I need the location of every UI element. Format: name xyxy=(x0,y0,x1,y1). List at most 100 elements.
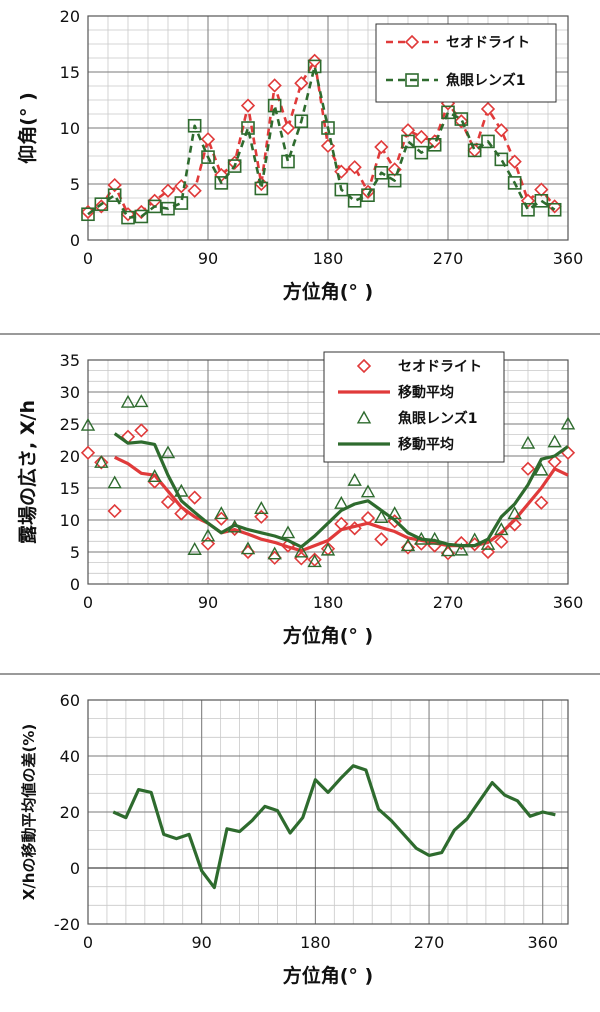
data-point xyxy=(134,423,149,438)
y-tick-label: 0 xyxy=(70,575,80,594)
data-point xyxy=(160,183,176,198)
y-tick-label: -20 xyxy=(54,915,80,934)
data-point xyxy=(134,394,149,408)
series-2 xyxy=(113,455,569,553)
data-point xyxy=(94,454,109,468)
y-tick-label: 35 xyxy=(60,351,80,370)
y-tick-label: 40 xyxy=(60,747,80,766)
y-tick-label: 5 xyxy=(70,175,80,194)
data-point xyxy=(107,503,122,519)
data-point xyxy=(520,461,536,476)
legend-item: セオドライト xyxy=(386,34,530,51)
legend-item: 移動平均 xyxy=(338,384,454,401)
series-line xyxy=(112,764,556,890)
x-tick-label: 90 xyxy=(198,249,218,268)
data-point xyxy=(347,472,362,486)
y-tick-label: 20 xyxy=(60,447,80,466)
elevation-chart: 0 90 180 270 360 0 5 10 15 20 方位角(° ) 仰角(° ) セオドライト魚… xyxy=(16,7,584,303)
grid xyxy=(88,700,568,924)
data-point xyxy=(480,101,496,117)
data-point xyxy=(307,554,322,568)
data-point xyxy=(307,552,322,567)
x-tick-label: 0 xyxy=(83,593,93,612)
data-point xyxy=(374,139,389,155)
legend-item: セオドライト xyxy=(356,358,482,375)
data-point xyxy=(120,394,136,408)
data-point xyxy=(347,160,362,175)
plot-frame xyxy=(87,699,569,925)
data-point xyxy=(174,483,189,497)
data-point xyxy=(520,435,536,449)
x-tick-label: 360 xyxy=(553,249,584,268)
x-axis-title: 方位角(° ) xyxy=(283,280,373,303)
x-tick-label: 0 xyxy=(83,249,93,268)
x-tick-label: 270 xyxy=(433,249,464,268)
series-line xyxy=(113,432,569,549)
data-point xyxy=(347,194,362,208)
data-point xyxy=(160,494,176,510)
legend-swatch-marker xyxy=(356,410,372,424)
legend-label: 移動平均 xyxy=(398,436,454,453)
data-point xyxy=(201,150,215,164)
y-tick-label: 10 xyxy=(60,511,80,530)
data-point xyxy=(400,538,416,552)
data-point xyxy=(560,416,576,430)
data-point xyxy=(481,134,495,149)
data-point xyxy=(94,455,109,470)
series-2 xyxy=(81,59,562,225)
y-tick-label: 5 xyxy=(70,543,80,562)
data-point xyxy=(81,207,95,222)
legend-box xyxy=(323,351,505,463)
x-tick-label: 0 xyxy=(83,933,93,952)
data-point xyxy=(320,542,336,556)
data-point xyxy=(187,490,202,505)
data-point xyxy=(547,202,562,217)
data-point xyxy=(174,196,189,210)
data-point xyxy=(507,154,522,169)
data-point xyxy=(414,129,429,145)
data-point xyxy=(267,546,282,560)
data-point xyxy=(534,182,549,197)
moving-average-difference-chart-panel: 0 90 180 270 360 -20 0 20 40 60 方位角(° ) X/hの移動平均値の差… xyxy=(0,676,600,1012)
x-tick-label: 180 xyxy=(313,249,344,268)
data-point xyxy=(374,509,389,523)
data-point xyxy=(374,532,389,547)
series-4 xyxy=(113,432,569,549)
data-point xyxy=(214,506,229,520)
data-point xyxy=(440,543,456,557)
data-point xyxy=(361,188,375,202)
x-tick-label: 270 xyxy=(414,933,445,952)
data-point xyxy=(80,445,96,460)
data-point xyxy=(160,445,176,459)
data-point xyxy=(467,143,482,158)
data-point xyxy=(187,183,202,198)
data-point xyxy=(400,123,416,138)
data-point xyxy=(107,188,122,202)
data-point xyxy=(454,112,469,126)
data-point xyxy=(294,114,309,129)
y-tick-label: 30 xyxy=(60,383,80,402)
data-point xyxy=(414,145,429,160)
elevation-chart-panel: 0 90 180 270 360 0 5 10 15 20 方位角(° ) 仰角(° ) セオドライト魚… xyxy=(0,0,600,330)
data-point xyxy=(200,132,216,147)
data-point xyxy=(494,534,509,549)
data-point xyxy=(280,120,296,136)
data-point xyxy=(240,98,256,113)
y-tick-label: 60 xyxy=(60,691,80,710)
data-point xyxy=(480,536,496,550)
legend-item: 魚眼レンズ1 xyxy=(386,72,525,89)
data-point xyxy=(107,177,122,193)
x-axis-title: 方位角(° ) xyxy=(283,964,373,987)
data-point xyxy=(427,138,442,152)
data-point xyxy=(147,199,162,214)
legend-label: セオドライト xyxy=(446,35,530,51)
y-axis-title: X/hの移動平均値の差(%) xyxy=(20,724,38,900)
y-tick-label: 0 xyxy=(70,231,80,250)
data-point xyxy=(307,59,322,74)
data-point xyxy=(134,209,149,224)
legend-swatch-marker xyxy=(405,73,419,87)
data-point xyxy=(360,484,376,498)
data-point xyxy=(401,134,415,149)
